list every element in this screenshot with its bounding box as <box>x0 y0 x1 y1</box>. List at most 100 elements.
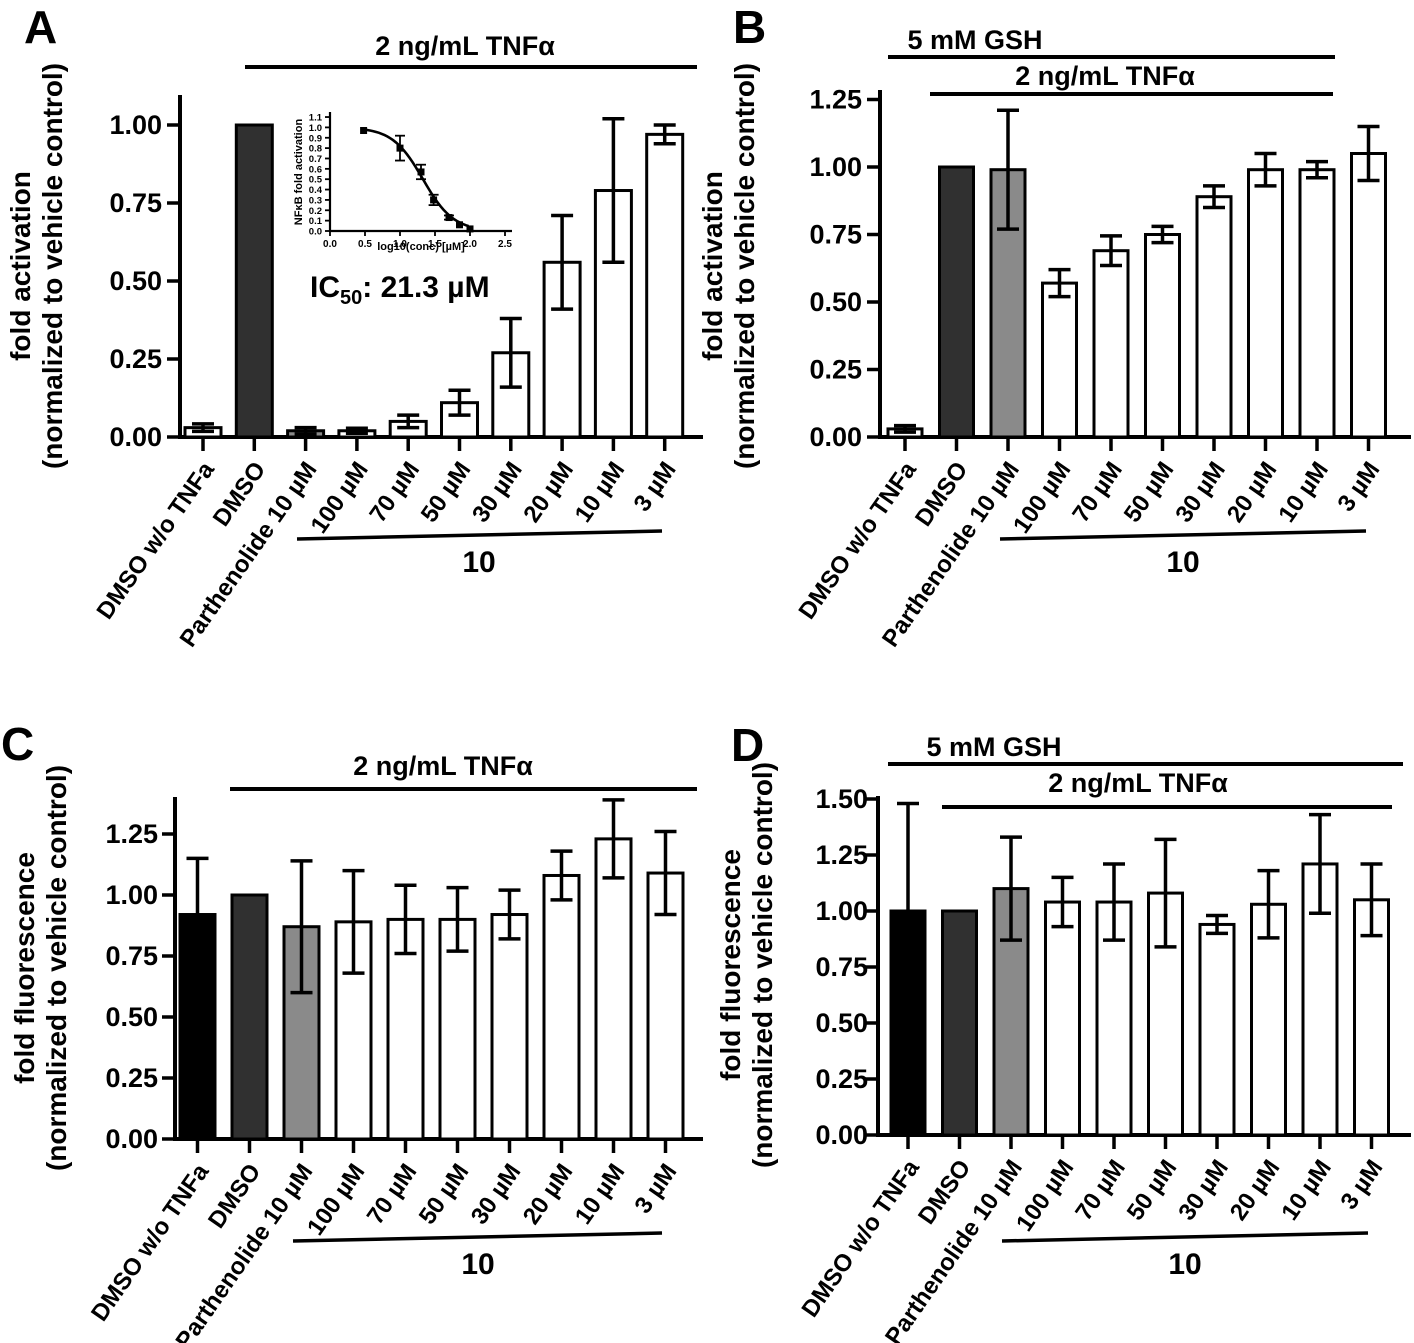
inset-x-axis-title: log10(conc) [µM] <box>377 241 465 253</box>
x-tick-label: 30 µM <box>1170 457 1231 528</box>
y-tick-label: 1.50 <box>815 784 868 814</box>
group-label: 10 <box>1166 546 1199 579</box>
inset-data-point <box>396 144 404 152</box>
inset-x-tick-label: 2.5 <box>498 239 512 250</box>
x-tick-label: 70 µM <box>364 457 425 528</box>
y-tick-label: 0.00 <box>105 1124 158 1154</box>
inset-y-tick-label: 0.2 <box>309 206 322 217</box>
inset-y-tick-label: 0.6 <box>309 164 322 175</box>
inset-y-tick-label: 0.0 <box>309 227 322 238</box>
y-axis-title: fold activation <box>5 171 36 361</box>
bar-50-m <box>1144 233 1181 439</box>
y-axis-title: fold fluorescence <box>9 852 40 1084</box>
panel-b-label: B <box>733 1 767 53</box>
y-tick-label: 1.00 <box>105 880 158 910</box>
group-bracket-line <box>999 529 1367 541</box>
x-tick-label: 50 µM <box>1119 457 1180 528</box>
x-tick-label: 20 µM <box>1222 457 1283 528</box>
x-tick-label: 3 µM <box>1335 1155 1388 1215</box>
y-tick-label: 0.75 <box>809 220 862 250</box>
y-tick-label: 0.50 <box>105 1002 158 1032</box>
inset-y-tick-label: 0.3 <box>309 195 322 206</box>
bar-3-m <box>1350 152 1387 439</box>
inset-y-tick-label: 0.7 <box>309 154 322 165</box>
x-tick-label: 30 µM <box>467 457 528 528</box>
y-tick-label: 0.00 <box>809 422 862 452</box>
x-tick-label: 30 µM <box>1173 1155 1234 1226</box>
group-label: 10 <box>1168 1248 1201 1281</box>
y-tick-label: 0.50 <box>815 1008 868 1038</box>
y-tick-label: 1.25 <box>105 819 158 849</box>
bar-dmso <box>230 893 269 1141</box>
x-tick-label: 10 µM <box>1273 457 1334 528</box>
header-label: 5 mM GSH <box>907 25 1042 55</box>
inset-data-point <box>456 221 463 229</box>
inset-x-tick-label: 0.0 <box>323 239 337 250</box>
y-axis-title: (normalized to vehicle control) <box>729 63 760 469</box>
inset-x-tick-label: 0.5 <box>358 239 372 250</box>
panel-C-chart: 2 ng/mL TNFα 0.00 0.25 0.50 0.75 1.00 1.25 fold… <box>9 751 703 1343</box>
bar-20-m <box>1247 168 1284 439</box>
x-tick-label: 70 µM <box>362 1159 423 1230</box>
inset-y-tick-label: 0.8 <box>309 144 322 155</box>
x-tick-label: 50 µM <box>1122 1155 1183 1226</box>
y-tick-label: 0.25 <box>109 344 162 374</box>
inset-x-tick-label: 2.0 <box>463 239 477 250</box>
inset-y-axis-title: NFκB fold activation <box>293 119 305 226</box>
inset-y-tick-label: 1.0 <box>309 123 322 134</box>
bar-30-m <box>1198 922 1236 1137</box>
inset-data-point <box>445 214 453 222</box>
y-tick-label: 0.25 <box>815 1064 868 1094</box>
x-tick-label: DMSO w/o TNFa <box>86 1158 215 1326</box>
inset-y-tick-label: 1.1 <box>309 113 323 124</box>
y-axis-title: (normalized to vehicle control) <box>747 762 778 1168</box>
bar-3-m <box>1353 898 1390 1137</box>
inset-data-point <box>417 168 425 176</box>
bar-dmso <box>938 165 975 439</box>
x-tick-label: 10 µM <box>570 1159 631 1230</box>
x-tick-label: 30 µM <box>466 1159 527 1230</box>
inset-x-tick-label: 1.5 <box>428 239 442 250</box>
panel-D-chart: 5 mM GSH 2 ng/mL TNFα 0.00 0.25 0.50 0.75 1.00… <box>715 732 1411 1343</box>
bar-50-m <box>438 917 477 1141</box>
y-axis-title: (normalized to vehicle control) <box>41 765 72 1171</box>
y-tick-label: 1.25 <box>809 85 862 115</box>
panel-B-chart: 5 mM GSH 2 ng/mL TNFα 0.00 0.25 0.50 0.75 1.00… <box>697 25 1411 652</box>
y-tick-label: 0.25 <box>105 1063 158 1093</box>
header-label: 2 ng/mL TNFα <box>1048 768 1228 798</box>
x-tick-label: 70 µM <box>1067 457 1128 528</box>
inset-data-point <box>466 225 474 233</box>
y-tick-label: 0.50 <box>109 266 162 296</box>
x-tick-label: 70 µM <box>1070 1155 1131 1226</box>
x-tick-label: 3 µM <box>629 1159 682 1219</box>
bar-30-m <box>1195 195 1233 439</box>
x-tick-label: 10 µM <box>1276 1155 1337 1226</box>
x-tick-label: 50 µM <box>414 1159 475 1230</box>
bar-parthenolide-10-m <box>989 168 1027 439</box>
header-label: 2 ng/mL TNFα <box>353 751 533 781</box>
header-label: 2 ng/mL TNFα <box>375 31 555 61</box>
y-tick-label: 0.75 <box>109 188 162 218</box>
x-tick-label: 10 µM <box>570 457 631 528</box>
bar-100-m <box>1041 281 1078 439</box>
x-tick-label: 20 µM <box>1225 1155 1286 1226</box>
bar-20-m <box>542 873 581 1141</box>
bar-10-m <box>594 837 633 1141</box>
x-tick-label: 20 µM <box>518 457 579 528</box>
panel-a-label: A <box>24 1 58 53</box>
ic50-annotation: IC50: 21.3 µM <box>310 271 490 309</box>
group-bracket-line <box>292 1231 663 1243</box>
y-axis-title: (normalized to vehicle control) <box>37 63 68 469</box>
y-tick-label: 1.00 <box>809 152 862 182</box>
inset-y-tick-label: 0.4 <box>309 185 323 196</box>
x-tick-label: 20 µM <box>518 1159 579 1230</box>
bar-70-m <box>1092 249 1130 439</box>
y-axis-title: fold fluorescence <box>715 849 746 1081</box>
inset-data-point <box>360 127 368 135</box>
y-tick-label: 0.25 <box>809 355 862 385</box>
panel-c-label: C <box>1 718 35 770</box>
y-tick-label: 1.00 <box>815 896 868 926</box>
inset-data-point <box>430 196 438 204</box>
